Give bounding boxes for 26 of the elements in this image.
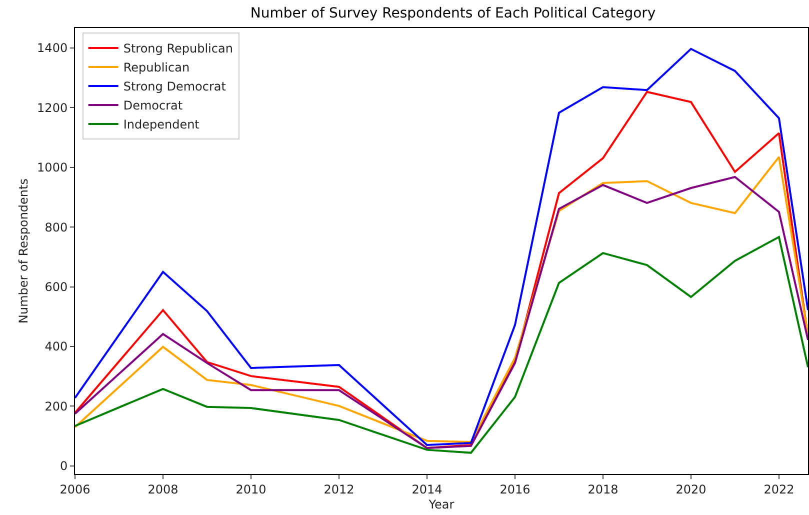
x-tick-label: 2020 — [676, 482, 706, 496]
legend-label: Republican — [123, 60, 190, 75]
y-tick-label: 1400 — [37, 41, 68, 56]
y-tick-label: 0 — [60, 459, 68, 474]
y-axis-title: Number of Respondents — [16, 178, 30, 324]
y-tick-label: 400 — [44, 340, 68, 354]
y-tick-label: 200 — [44, 399, 68, 414]
x-tick-label: 2006 — [60, 482, 90, 496]
x-tick-label: 2016 — [500, 482, 530, 496]
x-axis-title: Year — [428, 497, 454, 512]
x-tick-label: 2022 — [764, 482, 794, 496]
x-tick-label: 2010 — [236, 482, 266, 496]
y-tick-label: 1000 — [37, 160, 68, 175]
line-series — [75, 236, 808, 454]
legend-label: Strong Democrat — [123, 80, 226, 94]
y-tick-label: 600 — [44, 280, 68, 294]
legend-label: Independent — [123, 118, 200, 132]
legend-label: Democrat — [123, 98, 183, 113]
chart-title: Number of Survey Respondents of Each Political Category — [250, 6, 656, 22]
legend-label: Strong Republican — [123, 42, 233, 56]
x-tick-label: 2008 — [148, 482, 178, 496]
x-tick-label: 2014 — [412, 482, 442, 496]
y-tick-label: 1200 — [37, 100, 68, 115]
x-tick-label: 2012 — [324, 482, 354, 496]
x-tick-label: 2018 — [588, 482, 618, 496]
y-tick-label: 800 — [44, 220, 68, 234]
